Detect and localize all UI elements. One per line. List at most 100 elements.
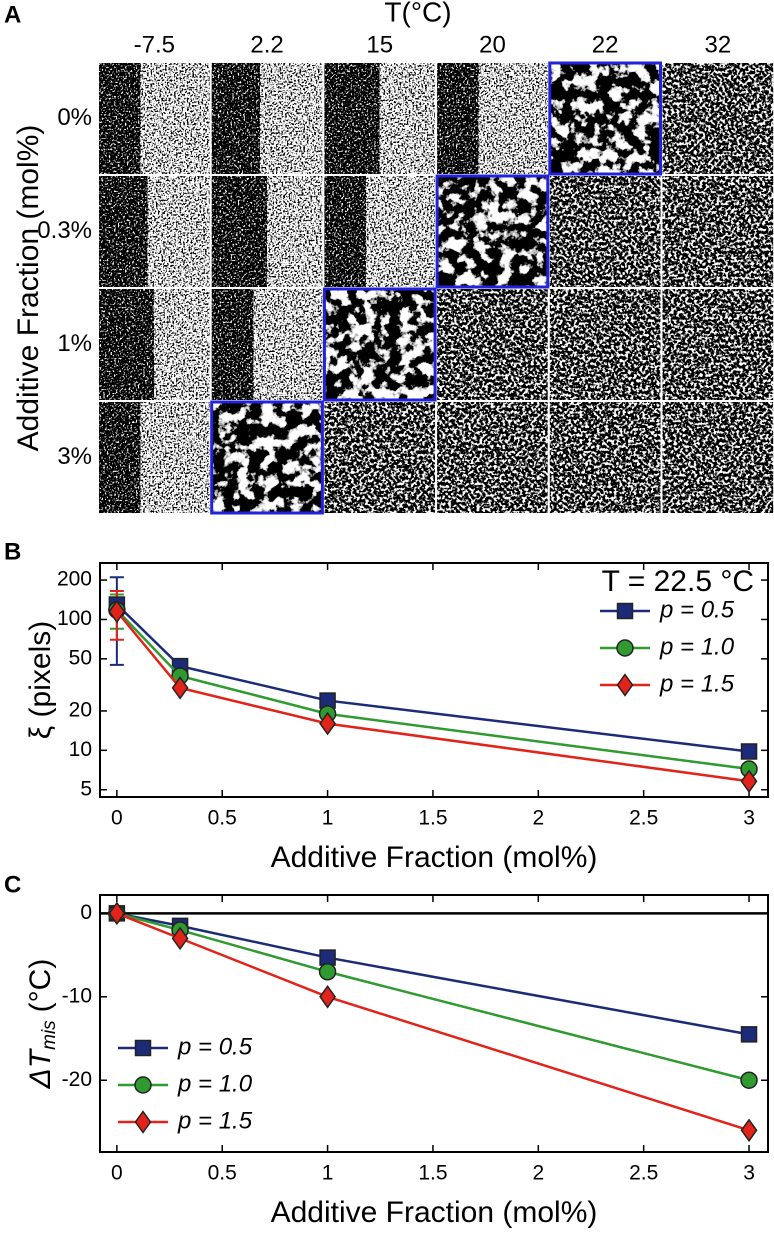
y-tick-label: 50: [69, 646, 92, 669]
mixed-texture: [436, 288, 549, 401]
marker: [616, 639, 634, 657]
domain-light: [379, 62, 437, 175]
marker: [740, 769, 758, 794]
image-cell: [547, 61, 663, 176]
column-label: 22: [592, 31, 619, 58]
y-tick-label: -10: [62, 984, 92, 1007]
domain-light: [147, 175, 211, 288]
marker: [108, 901, 126, 926]
column-label: 2.2: [250, 31, 283, 58]
image-cell: [435, 400, 550, 515]
panel-label: B: [4, 538, 21, 565]
mixed-texture: [661, 175, 774, 288]
domain-light: [260, 62, 324, 175]
marker: [171, 926, 189, 951]
column-label: -7.5: [134, 31, 175, 58]
legend-label: p = 1.5: [659, 670, 735, 697]
marker: [740, 1071, 758, 1089]
image-cell: [322, 400, 438, 515]
marker: [108, 599, 126, 624]
x-tick-label: 3: [743, 1162, 755, 1185]
image-cell: [209, 400, 325, 515]
mixed-texture: [661, 62, 774, 175]
image-cell: [322, 287, 438, 402]
row-label: 0.3%: [37, 217, 92, 244]
marker: [740, 1118, 758, 1143]
x-tick-label: 1.5: [418, 807, 447, 830]
image-cell: [97, 287, 212, 402]
image-cell: [660, 174, 774, 289]
mixed-texture: [323, 288, 437, 401]
marker: [616, 673, 634, 697]
legend: p = 0.5 p = 1.0 p = 1.5: [108, 1028, 258, 1142]
mixed-texture: [661, 288, 774, 401]
legend-label: p = 1.0: [177, 1070, 253, 1097]
plot-frame: [99, 562, 769, 798]
y-title: Additive Fraction (mol%): [12, 125, 45, 452]
y-label-main: ΔT: [24, 1047, 57, 1089]
x-title: T(°C): [384, 0, 451, 27]
highlight-box: [210, 400, 324, 515]
legend-label: p = 0.5: [659, 596, 735, 623]
x-tick-label: 1: [322, 807, 334, 830]
image-cell: [547, 174, 663, 289]
image-cell: [660, 400, 774, 515]
marker: [319, 985, 337, 1009]
legend-label: p = 0.5: [177, 1033, 253, 1060]
x-tick-label: 0: [111, 1162, 123, 1185]
marker: [134, 1039, 152, 1057]
panel-label: A: [4, 1, 21, 28]
highlight-box: [548, 61, 662, 176]
domain-light: [478, 62, 549, 175]
x-tick-label: 2: [532, 807, 544, 830]
series-line: [115, 603, 750, 753]
panel-b: B 0 0.5 1 1.5 2 2.5 3 5 10 20 50 100 200 Additive Frac…: [4, 538, 769, 874]
x-tick-label: 3: [743, 807, 755, 830]
mixed-texture: [548, 401, 662, 514]
mixed-texture: [661, 401, 774, 514]
image-cell: [97, 400, 212, 515]
image-cell: [660, 287, 774, 402]
image-cell: [209, 287, 325, 402]
series-line: [116, 912, 750, 1082]
x-axis-label: Additive Fraction (mol%): [271, 841, 598, 874]
mixed-texture: [210, 401, 324, 514]
marker: [134, 1110, 152, 1134]
image-cell: [209, 174, 325, 289]
column-label: 32: [704, 31, 731, 58]
mixed-texture: [548, 288, 662, 401]
x-tick-label: 2.5: [629, 807, 658, 830]
annotation: T = 22.5 °C: [602, 565, 754, 598]
domain-light: [267, 175, 324, 288]
panel-label: C: [4, 871, 21, 898]
y-tick-label: 100: [57, 607, 92, 630]
y-tick-label: 0: [80, 901, 92, 924]
marker: [740, 743, 758, 760]
row-label: 1%: [57, 330, 92, 357]
marker: [616, 602, 634, 620]
column-label: 20: [479, 31, 506, 58]
mixed-texture: [436, 175, 549, 288]
mixed-texture: [548, 62, 662, 175]
x-axis-label: Additive Fraction (mol%): [271, 1196, 598, 1229]
x-tick-label: 1: [322, 1162, 334, 1185]
domain-light: [253, 288, 324, 401]
marker: [171, 676, 189, 700]
row-label: 3%: [57, 443, 92, 470]
row-label: 0%: [57, 104, 92, 131]
y-tick-label: -20: [62, 1068, 92, 1091]
legend: p = 0.5 p = 1.0 p = 1.5: [600, 596, 735, 697]
highlight-box: [322, 287, 437, 402]
marker: [134, 1076, 152, 1094]
y-tick-label: 5: [80, 777, 92, 800]
legend-label: p = 1.5: [177, 1107, 253, 1134]
y-tick-label: 10: [69, 738, 92, 761]
y-axis-label: ξ (pixels): [24, 621, 57, 739]
cell-border: [660, 400, 774, 515]
plot-frame: [99, 894, 769, 1153]
series-line: [115, 609, 750, 771]
domain-light: [140, 401, 211, 514]
x-tick-label: 0: [111, 807, 123, 830]
column-label: 15: [366, 31, 393, 58]
series-line: [116, 912, 750, 1132]
